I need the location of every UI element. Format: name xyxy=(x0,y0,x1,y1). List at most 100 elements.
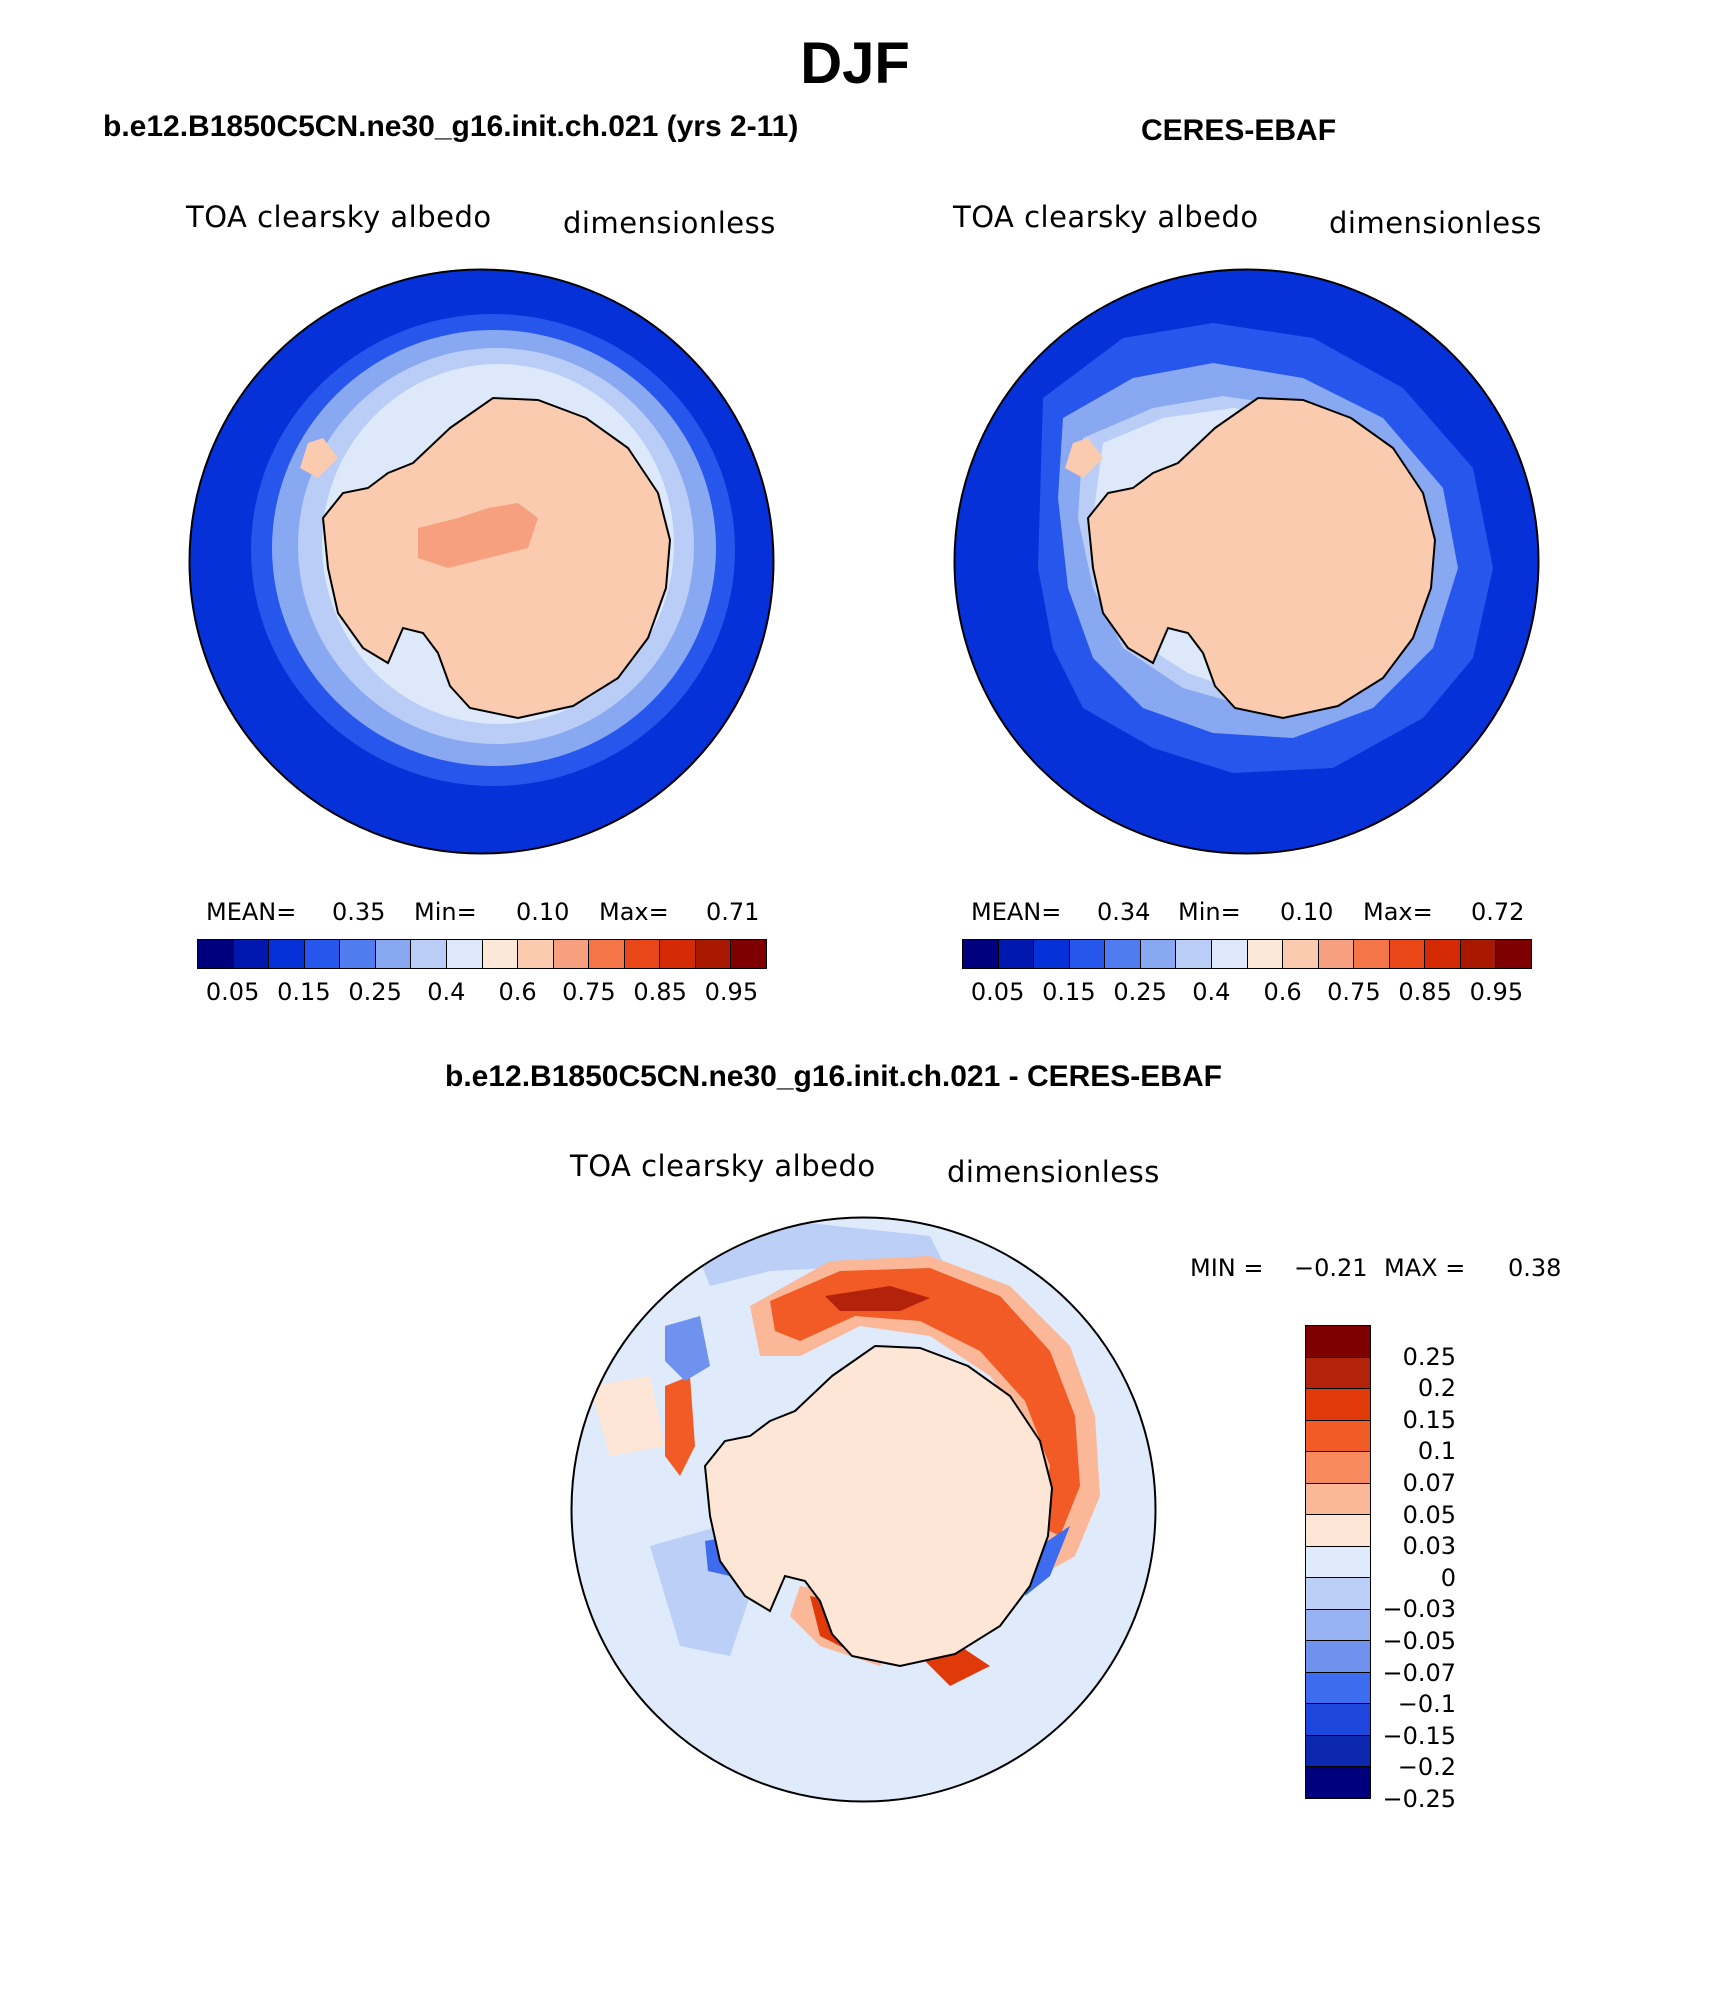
panel-1-min-value: 0.10 xyxy=(516,898,570,926)
colorbar-swatch xyxy=(731,940,766,968)
panel-2-title: CERES-EBAF xyxy=(1141,114,1337,147)
panel-2-max-label: Max= xyxy=(1363,898,1433,926)
colorbar-swatch xyxy=(1318,940,1355,968)
panel-1-max-value: 0.71 xyxy=(706,898,760,926)
colorbar-tick-label: 0.75 xyxy=(562,978,616,1006)
colorbar-swatch xyxy=(1460,940,1497,968)
colorbar-swatch xyxy=(1306,1357,1370,1390)
colorbar-tick-label: −0.1 xyxy=(1397,1690,1456,1719)
colorbar-swatch xyxy=(1306,1389,1370,1421)
colorbar-swatch xyxy=(1306,1672,1370,1705)
colorbar-tick-label: 0 xyxy=(1440,1563,1456,1592)
colorbar-swatch xyxy=(1425,940,1461,968)
colorbar-swatch xyxy=(269,940,305,968)
panel-1-min-label: Min= xyxy=(414,898,477,926)
colorbar-tick-label: −0.03 xyxy=(1382,1595,1456,1624)
colorbar-swatch xyxy=(1306,1641,1370,1673)
panel-3-units: dimensionless xyxy=(947,1155,1160,1189)
panel-3-max-value: 0.38 xyxy=(1508,1254,1562,1282)
colorbar-tick-label: 0.05 xyxy=(970,978,1025,1006)
colorbar-swatch xyxy=(1306,1609,1370,1642)
colorbar-tick-label: 0.85 xyxy=(633,978,687,1006)
colorbar-swatch xyxy=(446,940,483,968)
colorbar-swatch xyxy=(589,940,625,968)
colorbar-swatch xyxy=(1140,940,1177,968)
colorbar-tick-label: 0.1 xyxy=(1417,1437,1456,1466)
panel-2-units: dimensionless xyxy=(1329,206,1542,240)
colorbar-swatch xyxy=(1306,1515,1370,1547)
panel-2-min-value: 0.10 xyxy=(1280,898,1334,926)
colorbar-swatch xyxy=(1354,940,1390,968)
colorbar-swatch xyxy=(233,940,270,968)
panel-3-title: b.e12.B1850C5CN.ne30_g16.init.ch.021 - C… xyxy=(445,1060,1222,1093)
colorbar-tick-label: 0.4 xyxy=(427,978,466,1006)
panel-1-mean-value: 0.35 xyxy=(332,898,386,926)
colorbar-swatch xyxy=(1069,940,1106,968)
panel-1-title: b.e12.B1850C5CN.ne30_g16.init.ch.021 (yr… xyxy=(103,110,799,143)
colorbar-swatch xyxy=(1176,940,1212,968)
colorbar-tick-label: 0.15 xyxy=(1042,978,1096,1006)
colorbar-tick-label: 0.75 xyxy=(1327,978,1381,1006)
panel-2-mean-value: 0.34 xyxy=(1097,898,1151,926)
colorbar-swatch xyxy=(1247,940,1284,968)
panel-3-map xyxy=(570,1216,1157,1803)
colorbar-swatch xyxy=(1306,1578,1370,1610)
panel-3-variable: TOA clearsky albedo xyxy=(570,1149,876,1183)
colorbar-tick-label: 0.6 xyxy=(498,978,537,1006)
colorbar-swatch xyxy=(963,940,999,968)
colorbar-swatch xyxy=(1306,1546,1370,1579)
colorbar-swatch xyxy=(1211,940,1248,968)
colorbar-tick-label: 0.95 xyxy=(704,978,759,1006)
colorbar-tick-label: −0.05 xyxy=(1382,1627,1456,1655)
colorbar-swatch xyxy=(1306,1452,1370,1484)
colorbar-tick-label: 0.2 xyxy=(1417,1374,1456,1403)
colorbar-tick-label: −0.15 xyxy=(1382,1721,1456,1750)
colorbar-swatch xyxy=(1306,1420,1370,1453)
colorbar-tick-label: 0.07 xyxy=(1402,1469,1456,1497)
panel-3-min-label: MIN = xyxy=(1190,1254,1264,1282)
colorbar-tick-label: −0.25 xyxy=(1382,1785,1456,1813)
panel-1-units: dimensionless xyxy=(563,206,776,240)
panel-2-colorbar-ticks: 0.05 0.15 0.25 0.4 0.6 0.75 0.85 0.95 xyxy=(962,978,1532,1008)
colorbar-tick-label: 0.25 xyxy=(1113,978,1167,1006)
colorbar-swatch xyxy=(1283,940,1319,968)
colorbar-tick-label: 0.15 xyxy=(1402,1405,1456,1434)
colorbar-tick-label: 0.25 xyxy=(1402,1342,1456,1371)
panel-2-max-value: 0.72 xyxy=(1471,898,1525,926)
colorbar-swatch xyxy=(1306,1704,1370,1736)
colorbar-swatch xyxy=(1496,940,1531,968)
colorbar-swatch xyxy=(998,940,1035,968)
colorbar-tick-label: 0.05 xyxy=(1402,1500,1456,1529)
colorbar-tick-label: 0.4 xyxy=(1192,978,1231,1006)
colorbar-swatch xyxy=(482,940,519,968)
colorbar-swatch xyxy=(411,940,447,968)
colorbar-swatch xyxy=(304,940,341,968)
colorbar-tick-label: 0.95 xyxy=(1469,978,1524,1006)
panel-1-map xyxy=(188,268,775,855)
colorbar-swatch xyxy=(624,940,661,968)
panel-1-mean-label: MEAN= xyxy=(206,898,297,926)
colorbar-swatch xyxy=(198,940,234,968)
colorbar-swatch xyxy=(553,940,590,968)
panel-1-colorbar xyxy=(197,939,767,969)
colorbar-swatch xyxy=(1306,1326,1370,1358)
panel-3-colorbar-ticks: 0.25 0.2 0.15 0.1 0.07 0.05 0.03 0 −0.03 −0.05 −0.… xyxy=(1368,1325,1468,1813)
colorbar-swatch xyxy=(1389,940,1426,968)
colorbar-swatch xyxy=(1105,940,1141,968)
panel-2-colorbar xyxy=(962,939,1532,969)
colorbar-tick-label: 0.05 xyxy=(205,978,260,1006)
colorbar-tick-label: 0.6 xyxy=(1263,978,1302,1006)
colorbar-swatch xyxy=(1306,1767,1370,1798)
colorbar-swatch xyxy=(1034,940,1070,968)
colorbar-swatch xyxy=(695,940,732,968)
panel-2-variable: TOA clearsky albedo xyxy=(953,200,1259,234)
colorbar-swatch xyxy=(660,940,696,968)
colorbar-tick-label: 0.25 xyxy=(348,978,402,1006)
panel-3-max-label: MAX = xyxy=(1384,1254,1466,1282)
panel-1-max-label: Max= xyxy=(599,898,669,926)
colorbar-swatch xyxy=(340,940,376,968)
panel-2-mean-label: MEAN= xyxy=(971,898,1062,926)
colorbar-swatch xyxy=(518,940,554,968)
colorbar-swatch xyxy=(1306,1483,1370,1516)
colorbar-tick-label: −0.07 xyxy=(1382,1658,1456,1687)
